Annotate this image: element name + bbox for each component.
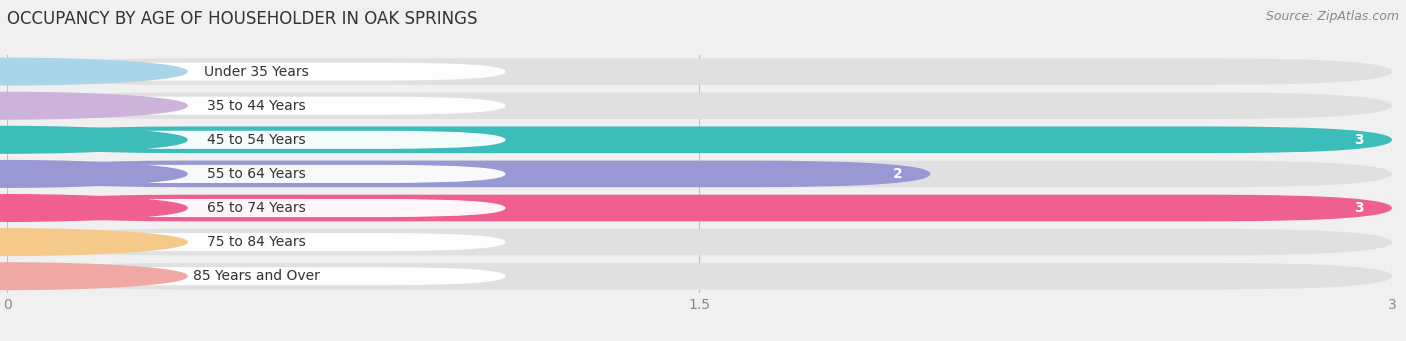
Text: 65 to 74 Years: 65 to 74 Years xyxy=(207,201,305,215)
Text: Source: ZipAtlas.com: Source: ZipAtlas.com xyxy=(1265,10,1399,23)
FancyBboxPatch shape xyxy=(7,127,1392,153)
FancyBboxPatch shape xyxy=(7,165,506,183)
FancyBboxPatch shape xyxy=(7,127,1392,153)
FancyBboxPatch shape xyxy=(7,267,506,285)
Text: 0: 0 xyxy=(62,64,72,79)
Text: 2: 2 xyxy=(893,167,903,181)
FancyBboxPatch shape xyxy=(7,161,931,187)
Circle shape xyxy=(0,92,187,119)
Text: 0: 0 xyxy=(62,235,72,249)
Circle shape xyxy=(0,195,187,221)
Text: 0: 0 xyxy=(62,99,72,113)
Text: 55 to 64 Years: 55 to 64 Years xyxy=(207,167,305,181)
Text: 45 to 54 Years: 45 to 54 Years xyxy=(207,133,305,147)
Text: 75 to 84 Years: 75 to 84 Years xyxy=(207,235,305,249)
Text: OCCUPANCY BY AGE OF HOUSEHOLDER IN OAK SPRINGS: OCCUPANCY BY AGE OF HOUSEHOLDER IN OAK S… xyxy=(7,10,478,28)
FancyBboxPatch shape xyxy=(7,92,1392,119)
Text: 3: 3 xyxy=(1354,133,1364,147)
FancyBboxPatch shape xyxy=(7,199,506,217)
Circle shape xyxy=(0,161,187,187)
FancyBboxPatch shape xyxy=(7,195,1392,221)
Circle shape xyxy=(0,229,187,255)
FancyBboxPatch shape xyxy=(7,233,506,251)
FancyBboxPatch shape xyxy=(7,229,1392,255)
Text: 0: 0 xyxy=(62,269,72,283)
Text: Under 35 Years: Under 35 Years xyxy=(204,64,309,79)
Circle shape xyxy=(0,263,187,290)
Circle shape xyxy=(0,58,187,85)
FancyBboxPatch shape xyxy=(7,263,1392,290)
Text: 3: 3 xyxy=(1354,201,1364,215)
FancyBboxPatch shape xyxy=(7,131,506,149)
FancyBboxPatch shape xyxy=(7,161,1392,187)
FancyBboxPatch shape xyxy=(7,58,1392,85)
Text: 35 to 44 Years: 35 to 44 Years xyxy=(207,99,305,113)
Circle shape xyxy=(0,127,187,153)
FancyBboxPatch shape xyxy=(7,97,506,115)
FancyBboxPatch shape xyxy=(7,195,1392,221)
FancyBboxPatch shape xyxy=(7,62,506,81)
Text: 85 Years and Over: 85 Years and Over xyxy=(193,269,319,283)
